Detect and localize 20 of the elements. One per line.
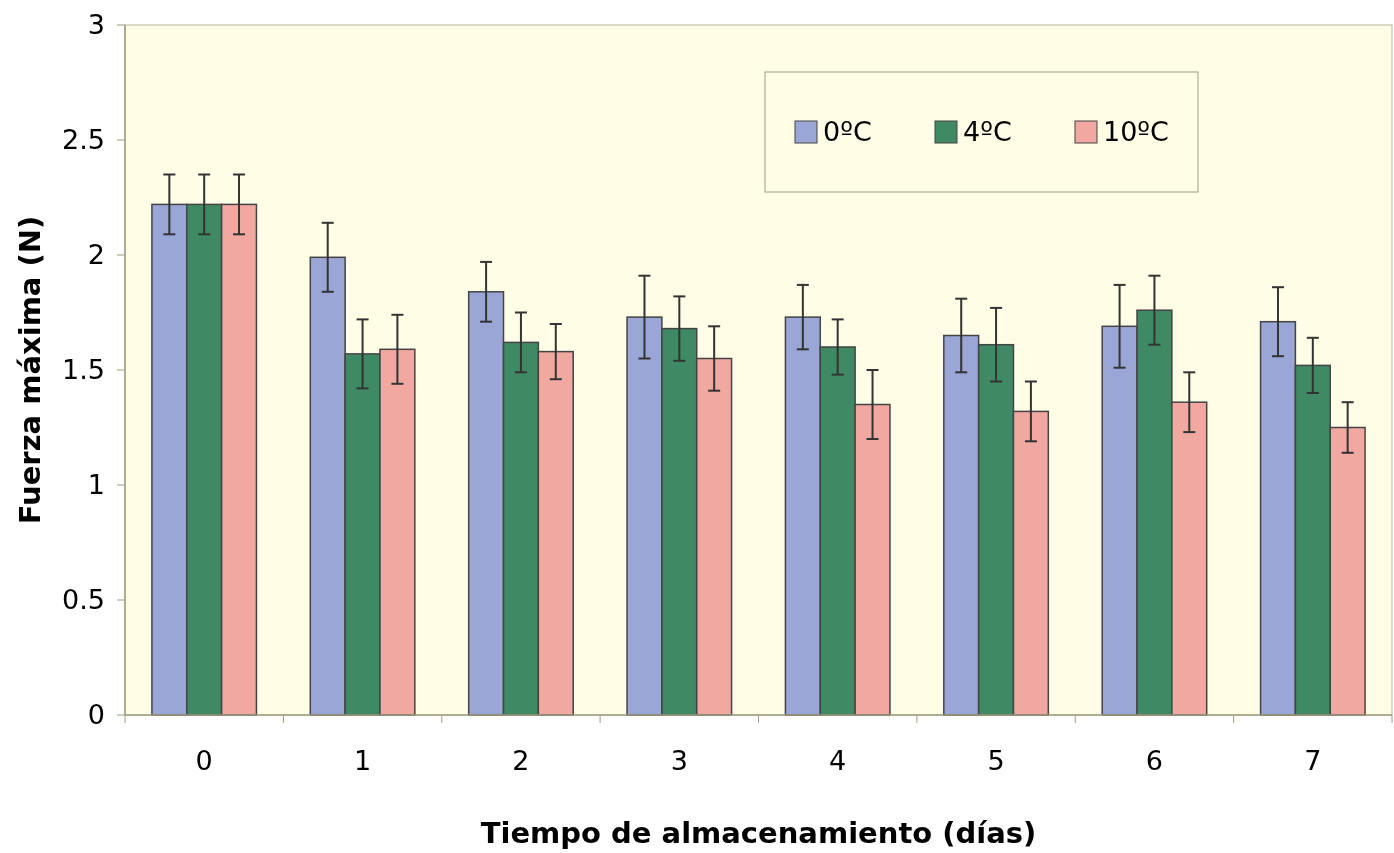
y-tick-label: 0	[87, 699, 105, 731]
legend-label: 4ºC	[963, 116, 1012, 148]
legend-label: 10ºC	[1103, 116, 1169, 148]
legend-label: 0ºC	[823, 116, 872, 148]
y-tick-label: 1.5	[62, 354, 105, 386]
x-tick-label: 0	[195, 745, 213, 776]
x-tick-label: 4	[829, 745, 847, 776]
y-tick-label: 2	[87, 239, 105, 271]
y-tick-label: 3	[87, 9, 105, 41]
y-tick-label: 2.5	[62, 124, 105, 156]
y-axis-title: Fuerza máxima (N)	[13, 215, 47, 525]
y-tick-label: 1	[87, 469, 105, 501]
x-tick-label: 1	[353, 745, 372, 776]
x-tick-label: 5	[987, 745, 1005, 776]
x-tick-label: 3	[670, 745, 688, 776]
x-tick-label: 2	[512, 745, 530, 776]
x-tick-label: 6	[1145, 745, 1164, 776]
x-tick-label: 7	[1304, 745, 1322, 776]
x-axis-title: Tiempo de almacenamiento (días)	[480, 816, 1037, 850]
y-tick-label: 0.5	[62, 584, 105, 616]
